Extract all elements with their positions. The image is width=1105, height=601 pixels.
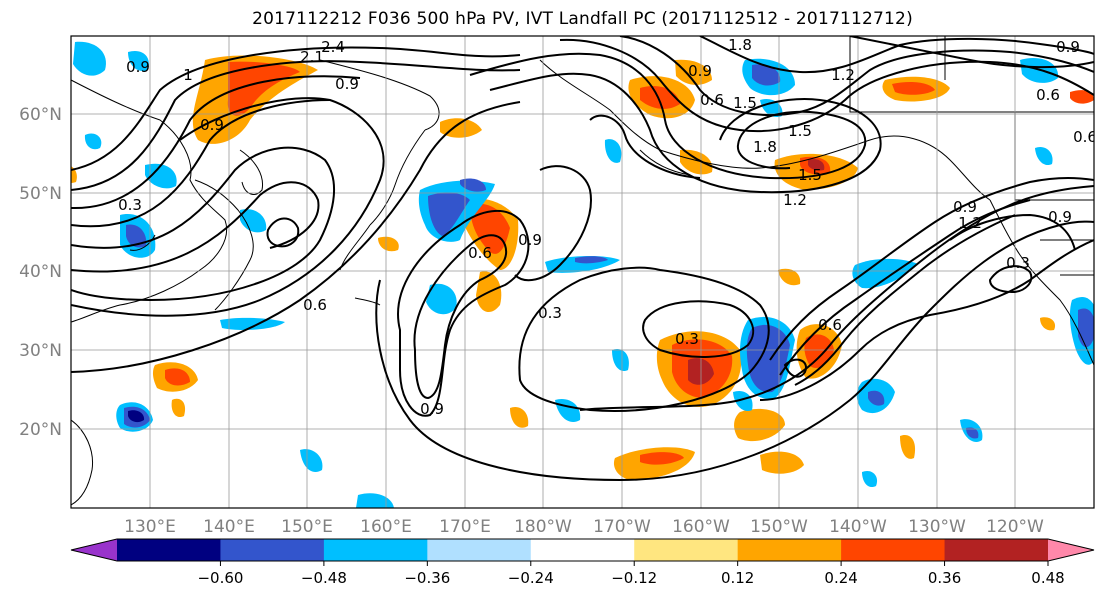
contour-label: 0.6 <box>818 316 842 334</box>
colorbar-cell <box>737 539 842 561</box>
lon-label: 170°W <box>593 517 651 537</box>
contour-label: 0.6 <box>303 296 327 314</box>
contour-label: 1 <box>183 66 193 84</box>
contour-label: 0.3 <box>1006 254 1030 272</box>
colorbar-max-extension <box>1048 539 1094 561</box>
lon-label: 160°E <box>360 517 412 537</box>
lat-label: 30°N <box>19 341 62 361</box>
lon-label: 140°W <box>829 517 887 537</box>
colorbar-tick-label: −0.48 <box>301 569 347 587</box>
colorbar-cell <box>323 539 428 561</box>
colorbar-cell <box>220 539 325 561</box>
contour-label: 1.8 <box>753 138 777 156</box>
contour-label: 0.3 <box>675 330 699 348</box>
contour-label: 2.1 <box>300 48 324 66</box>
contour-label: 0.9 <box>126 58 150 76</box>
colorbar-tick-label: 0.36 <box>928 569 961 587</box>
colorbar-cell <box>944 539 1049 561</box>
colorbar-cell <box>530 539 635 561</box>
latitude-labels: 60°N 50°N 40°N 30°N 20°N <box>19 105 62 440</box>
lon-label: 130°E <box>124 517 176 537</box>
contour-label: 0.6 <box>700 91 724 109</box>
contour-label: 0.9 <box>953 198 977 216</box>
lat-label: 60°N <box>19 105 62 125</box>
contour-label: 0.6 <box>1073 128 1097 146</box>
lat-label: 50°N <box>19 184 62 204</box>
contour-label: 1.2 <box>783 191 807 209</box>
colorbar-cell <box>427 539 532 561</box>
lon-label: 180°W <box>514 517 572 537</box>
contour-label: 1.2 <box>958 214 982 232</box>
contour-label: 0.3 <box>118 196 142 214</box>
contour-label: 0.9 <box>518 231 542 249</box>
lon-label: 150°W <box>750 517 808 537</box>
colorbar-tick-label: −0.36 <box>404 569 450 587</box>
colorbar-outline <box>70 538 1095 562</box>
map-frame <box>70 35 1095 509</box>
longitude-labels: 130°E 140°E 150°E 160°E 170°E 180°W 170°… <box>124 517 1044 537</box>
contour-label: 1.8 <box>836 22 860 40</box>
lon-label: 140°E <box>203 517 255 537</box>
colorbar-tick-label: 0.48 <box>1031 569 1064 587</box>
colorbar-tick-label: 0.12 <box>721 569 754 587</box>
contour-label: 0.9 <box>200 116 224 134</box>
colorbar-tick-label: −0.24 <box>508 569 554 587</box>
contour-label: 1.5 <box>798 166 822 184</box>
contour-label: 0.9 <box>1048 208 1072 226</box>
colorbar-cells <box>117 539 1049 561</box>
contour-label: 1.5 <box>788 122 812 140</box>
contour-label: 0.6 <box>1036 86 1060 104</box>
colorbar-tick-label: −0.12 <box>611 569 657 587</box>
contour-label: 0.6 <box>468 244 492 262</box>
contour-label: 1.2 <box>831 66 855 84</box>
lon-label: 150°E <box>281 517 333 537</box>
colorbar: −0.60 −0.48 −0.36 −0.24 −0.12 0.12 0.24 0.36 0.4… <box>70 538 1095 587</box>
contour-label: 1.8 <box>728 36 752 54</box>
colorbar-cell <box>117 539 221 561</box>
colorbar-ticks: −0.60 −0.48 −0.36 −0.24 −0.12 0.12 0.24 0.36 0.4… <box>197 561 1065 587</box>
contour-label: 0.9 <box>335 75 359 93</box>
contour-label: 0.9 <box>688 62 712 80</box>
lat-label: 40°N <box>19 262 62 282</box>
map-panel: 2.4 2.1 0.9 1 0.9 1.5 1.8 1.8 1.2 1.5 1.… <box>71 22 1097 508</box>
contour-label: 2.4 <box>321 38 345 56</box>
colorbar-cell <box>841 539 946 561</box>
lon-label: 170°E <box>439 517 491 537</box>
map-title: 2017112212 F036 500 hPa PV, IVT Landfall… <box>252 9 913 29</box>
colorbar-min-extension <box>71 539 117 561</box>
lon-label: 120°W <box>986 517 1044 537</box>
lon-label: 130°W <box>908 517 966 537</box>
lat-label: 20°N <box>19 420 62 440</box>
contour-label: 0.3 <box>538 304 562 322</box>
pv-contours <box>71 36 1094 482</box>
lon-label: 160°W <box>672 517 730 537</box>
colorbar-cell <box>634 539 739 561</box>
contour-label: 1.5 <box>733 94 757 112</box>
colorbar-tick-label: 0.24 <box>824 569 857 587</box>
contour-labels: 2.4 2.1 0.9 1 0.9 1.5 1.8 1.8 1.2 1.5 1.… <box>118 22 1097 418</box>
contour-label: 0.9 <box>420 400 444 418</box>
contour-label: 0.9 <box>1056 38 1080 56</box>
colorbar-tick-label: −0.60 <box>197 569 243 587</box>
